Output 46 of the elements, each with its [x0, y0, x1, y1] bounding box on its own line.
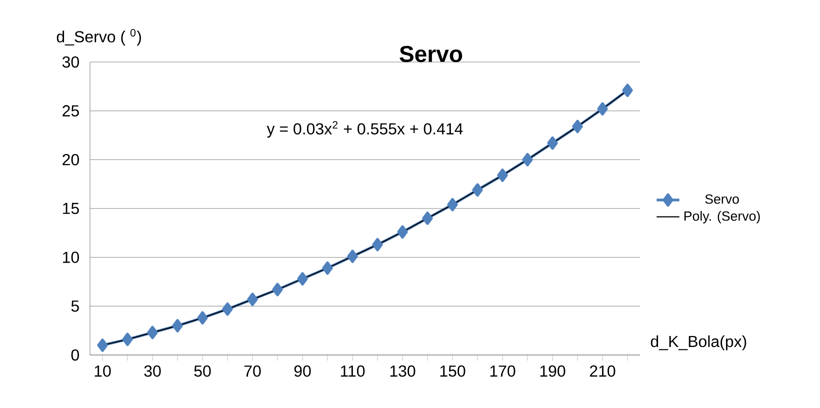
y-tick-label: 15 [63, 202, 79, 214]
point [147, 326, 158, 340]
point [572, 120, 583, 134]
y-tick-label: 30 [62, 56, 79, 68]
x-tick-label: 30 [144, 365, 161, 377]
x-tick-label: 90 [294, 365, 311, 377]
x-axis-title: d_K_Bola(px) [650, 335, 746, 350]
y-tick-label: 25 [62, 105, 79, 116]
point [222, 302, 233, 316]
x-tick-label: 110 [340, 365, 365, 377]
point [322, 261, 333, 275]
point [597, 102, 608, 116]
point [172, 319, 183, 332]
x-tick-label: 170 [490, 365, 516, 377]
x-tick-label: 210 [590, 365, 616, 377]
point [447, 198, 458, 212]
x-tick-label: 10 [94, 365, 111, 377]
point [547, 136, 558, 150]
chart-title: Servo [400, 46, 462, 62]
point [97, 338, 108, 352]
point [247, 292, 258, 306]
point [422, 212, 433, 225]
point [497, 168, 508, 182]
point [522, 153, 533, 166]
legend-label: Servo [705, 194, 739, 204]
point [272, 282, 283, 296]
point [397, 225, 408, 239]
y-tick-label: 20 [62, 154, 79, 166]
legend-label: Poly. (Servo) [684, 210, 760, 224]
x-tick-label: 150 [440, 365, 466, 377]
x-tick-label: 190 [540, 365, 566, 377]
point [122, 332, 133, 346]
annotation: y = 0.03x$^{2}$ + 0.555x + 0.414 [266, 121, 463, 138]
x-tick-label: 50 [194, 365, 211, 377]
point [622, 84, 633, 97]
y-tick-label: 10 [63, 252, 79, 263]
point [472, 183, 483, 197]
x-tick-label: 70 [244, 365, 261, 377]
y-tick-label: 5 [71, 300, 79, 312]
point [297, 272, 308, 286]
point [347, 250, 358, 264]
point [372, 238, 383, 252]
y-tick-label: 0 [71, 349, 79, 361]
y-axis-title: d_Servo ( $^{0}$) [56, 29, 141, 46]
point [197, 311, 208, 325]
x-tick-label: 130 [390, 365, 416, 377]
